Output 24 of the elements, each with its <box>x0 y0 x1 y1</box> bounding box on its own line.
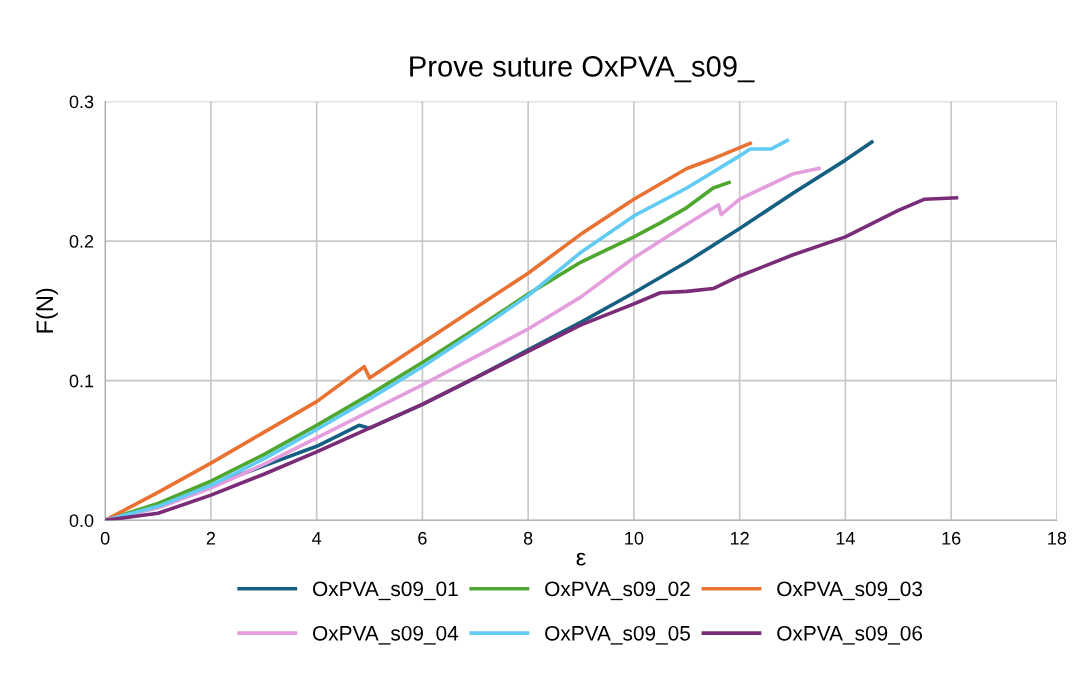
x-tick-label: 2 <box>206 531 216 545</box>
legend-label: OxPVA_s09_03 <box>777 581 923 601</box>
legend-label: OxPVA_s09_06 <box>777 625 923 645</box>
y-tick-label: 0.0 <box>69 514 94 527</box>
x-tick-label: 0 <box>100 531 110 545</box>
x-tick-label: 14 <box>836 532 855 545</box>
x-tick-label: 16 <box>942 531 961 545</box>
legend-label: OxPVA_s09_01 <box>313 581 458 601</box>
legend-label: OxPVA_s09_04 <box>313 625 459 645</box>
x-tick-label: 4 <box>312 532 322 545</box>
x-tick-label: 8 <box>523 531 533 545</box>
y-tick-label: 0.3 <box>69 95 94 109</box>
x-tick-label: 6 <box>418 531 427 545</box>
legend-label: OxPVA_s09_05 <box>545 625 690 645</box>
x-tick-label: 12 <box>730 531 749 545</box>
legend-label: OxPVA_s09_02 <box>545 581 690 601</box>
x-axis-title: ε <box>576 552 586 566</box>
y-axis-title: F(N) <box>35 288 58 333</box>
chart-title: Prove suture OxPVA_s09_ <box>410 56 755 83</box>
y-tick-label: 0.1 <box>69 374 94 388</box>
x-tick-label: 10 <box>625 531 644 545</box>
line-series <box>105 195 959 521</box>
x-tick-label: 18 <box>1048 531 1067 545</box>
y-tick-label: 0.2 <box>69 235 94 248</box>
